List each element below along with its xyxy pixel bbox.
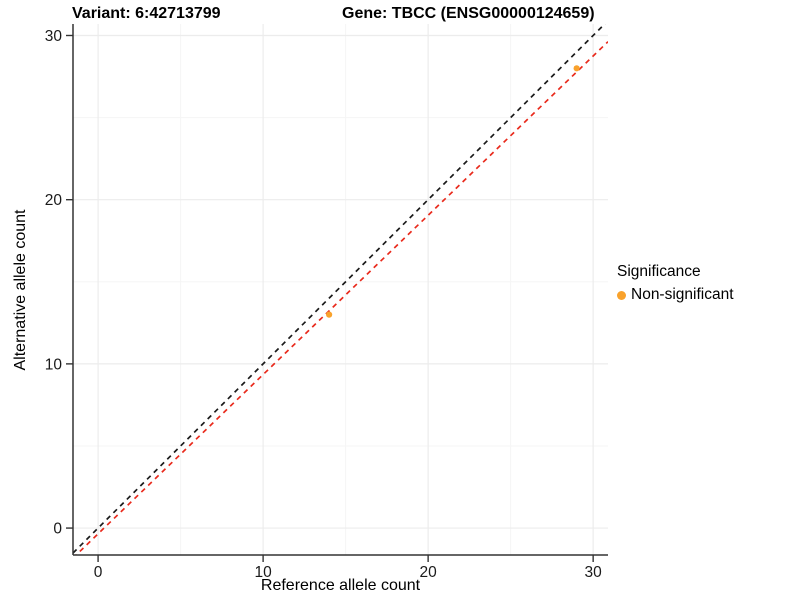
- y-tick-label: 20: [45, 192, 63, 209]
- identity-dashed-line: [73, 24, 606, 554]
- x-tick-label: 0: [94, 564, 103, 581]
- x-axis-title: Reference allele count: [260, 577, 421, 594]
- legend-item-label: Non-significant: [631, 286, 734, 303]
- legend: Significance Non-significant: [617, 263, 734, 304]
- x-tick-label: 20: [420, 564, 438, 581]
- legend-title: Significance: [617, 263, 701, 280]
- y-tick-label: 30: [45, 28, 63, 45]
- data-point: [326, 311, 333, 318]
- y-tick-label: 0: [53, 521, 62, 538]
- x-tick-label: 30: [585, 564, 603, 581]
- fit-dashed-line: [74, 41, 608, 555]
- data-point: [573, 65, 580, 72]
- plot-title-gene: Gene: TBCC (ENSG00000124659): [342, 5, 595, 22]
- legend-item-non-significant: Non-significant: [617, 286, 734, 304]
- legend-point-icon: [617, 290, 626, 300]
- plot-title-variant: Variant: 6:42713799: [72, 5, 221, 22]
- y-tick-label: 10: [45, 356, 63, 373]
- x-tick-label: 10: [254, 564, 272, 581]
